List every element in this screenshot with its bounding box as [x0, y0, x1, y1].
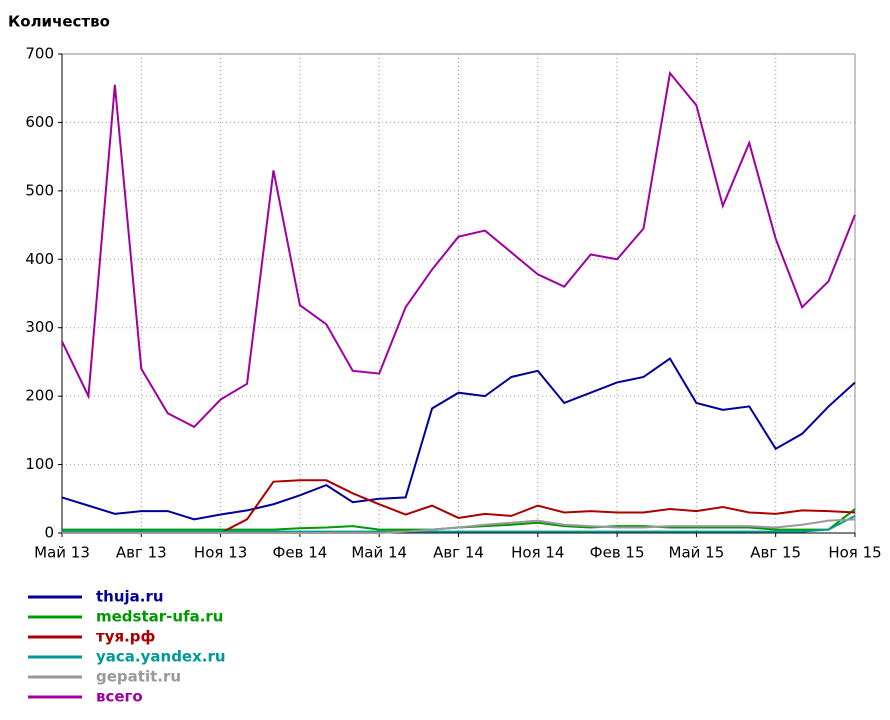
y-tick-label: 400	[25, 250, 54, 268]
plot-area	[61, 53, 856, 534]
series-line	[61, 357, 856, 521]
x-tick-label: Май 15	[669, 544, 725, 562]
series-line	[61, 70, 856, 429]
legend-label: thuja.ru	[96, 588, 164, 606]
y-tick-label: 300	[25, 318, 54, 336]
y-tick-label: 100	[25, 455, 54, 473]
legend-label: туя.рф	[96, 628, 156, 646]
legend-label: gepatit.ru	[96, 668, 181, 686]
x-tick-label: Авг 15	[750, 544, 801, 562]
y-tick-label: 600	[25, 113, 54, 131]
y-tick-label: 200	[25, 387, 54, 405]
y-tick-label: 700	[25, 45, 54, 63]
x-tick-label: Ноя 14	[511, 544, 564, 562]
legend-label: medstar-ufa.ru	[96, 608, 224, 626]
y-tick-label: 0	[44, 524, 54, 542]
y-tick-label: 500	[25, 181, 54, 199]
legend-label: всего	[96, 688, 143, 706]
x-tick-label: Авг 13	[116, 544, 167, 562]
series-line	[62, 515, 856, 533]
x-tick-label: Ноя 15	[828, 544, 881, 562]
y-axis-label: Количество	[8, 13, 110, 31]
x-tick-label: Май 13	[34, 544, 90, 562]
series-line	[62, 518, 856, 534]
x-tick-label: Май 14	[351, 544, 407, 562]
x-tick-label: Ноя 13	[194, 544, 247, 562]
x-tick-label: Фев 15	[590, 544, 645, 562]
legend-label: yaca.yandex.ru	[96, 648, 226, 666]
x-tick-label: Фев 14	[272, 544, 327, 562]
x-tick-label: Авг 14	[433, 544, 484, 562]
